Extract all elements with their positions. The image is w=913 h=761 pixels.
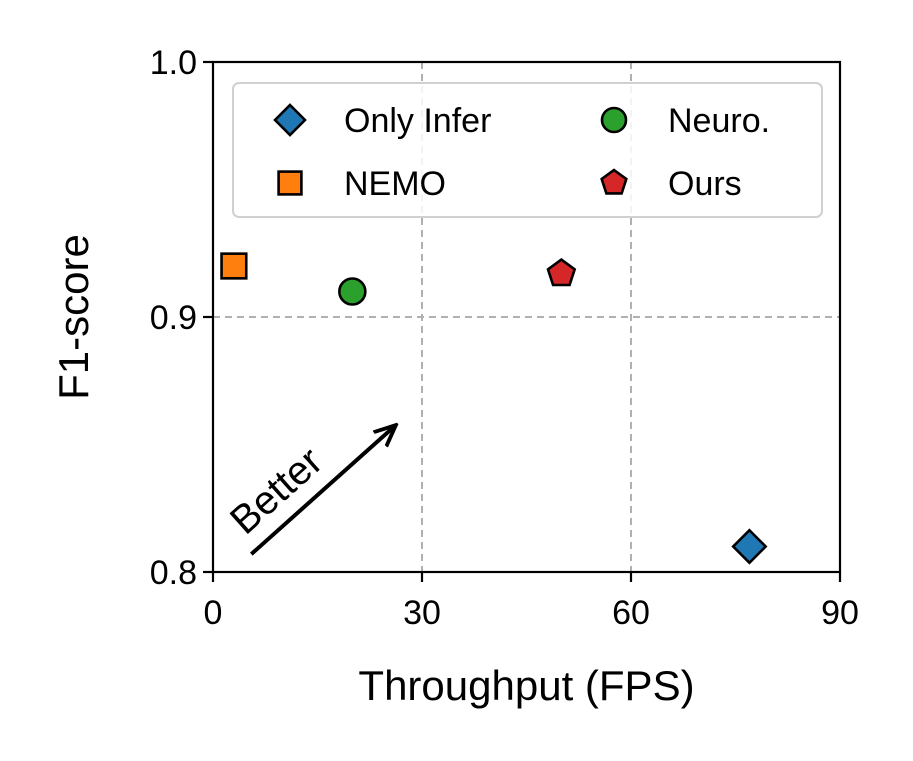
x-tick-label: 90 — [821, 594, 859, 632]
y-tick-label: 0.8 — [150, 554, 197, 592]
data-point-ours — [546, 258, 577, 287]
x-tick-label: 0 — [204, 594, 223, 632]
y-tick-label: 0.9 — [150, 299, 197, 337]
y-axis-title: F1-score — [50, 234, 97, 400]
better-arrow — [249, 427, 394, 556]
legend-box — [232, 82, 823, 218]
legend-label: NEMO — [344, 165, 446, 203]
legend-marker — [277, 170, 303, 196]
legend-marker — [600, 106, 628, 134]
x-axis-title: Throughput (FPS) — [358, 662, 694, 709]
data-point-only-infer — [731, 528, 768, 565]
data-point-neuro — [338, 277, 367, 306]
x-tick-label: 30 — [403, 594, 441, 632]
data-point-nemo — [220, 252, 248, 280]
axis-ticks: 0 30 60 90 0.8 0.9 1.0 — [150, 44, 859, 632]
legend-label: Only Infer — [344, 102, 491, 140]
legend: Only Infer NEMO Neuro. Ours — [232, 82, 823, 218]
legend-label: Neuro. — [668, 102, 770, 140]
y-tick-label: 1.0 — [150, 44, 197, 82]
x-tick-label: 60 — [612, 594, 650, 632]
better-annotation: Better — [222, 427, 394, 556]
better-label: Better — [222, 439, 331, 543]
data-points — [220, 252, 768, 565]
legend-label: Ours — [668, 165, 742, 203]
legend-marker — [273, 103, 307, 137]
legend-marker — [600, 168, 628, 195]
